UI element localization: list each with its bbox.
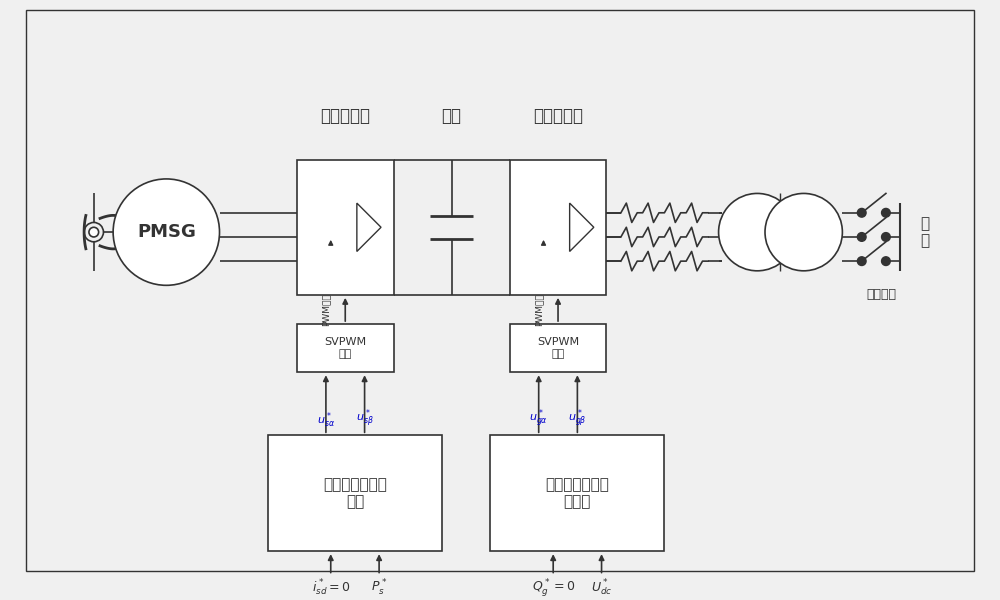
Text: 电容: 电容 <box>442 107 462 125</box>
Circle shape <box>857 233 866 241</box>
Bar <box>297 160 394 295</box>
Bar <box>510 160 606 295</box>
Circle shape <box>882 257 890 265</box>
Bar <box>297 324 394 373</box>
Text: $u^*_{s\beta}$: $u^*_{s\beta}$ <box>356 408 373 430</box>
Text: PWM信号: PWM信号 <box>534 293 543 326</box>
Text: SVPWM
调制: SVPWM 调制 <box>324 337 366 359</box>
Circle shape <box>882 233 890 241</box>
Circle shape <box>113 179 220 286</box>
Circle shape <box>882 208 890 217</box>
Bar <box>510 324 606 373</box>
Text: $U^*_{dc}$: $U^*_{dc}$ <box>591 577 612 598</box>
Text: PWM信号: PWM信号 <box>321 293 330 326</box>
Text: 机侧变流器: 机侧变流器 <box>320 107 370 125</box>
Circle shape <box>765 193 842 271</box>
Circle shape <box>857 208 866 217</box>
Circle shape <box>719 193 796 271</box>
Text: $u^*_{g\alpha}$: $u^*_{g\alpha}$ <box>529 408 548 430</box>
Text: 并网开关: 并网开关 <box>866 289 896 301</box>
Text: $u^*_{g\beta}$: $u^*_{g\beta}$ <box>568 408 587 430</box>
Text: $i^*_{sd}=0$: $i^*_{sd}=0$ <box>312 577 350 598</box>
Text: 电网侧变流器控
制模块: 电网侧变流器控 制模块 <box>545 477 609 509</box>
Circle shape <box>857 257 866 265</box>
Text: 机侧变流器控制
模块: 机侧变流器控制 模块 <box>323 477 387 509</box>
Circle shape <box>84 223 103 242</box>
Text: $Q^*_g=0$: $Q^*_g=0$ <box>532 577 575 599</box>
Circle shape <box>89 227 99 237</box>
Text: $P^*_s$: $P^*_s$ <box>371 577 387 598</box>
Text: 电
网: 电 网 <box>920 216 929 248</box>
Text: $u^*_{s\alpha}$: $u^*_{s\alpha}$ <box>317 411 335 430</box>
Bar <box>490 435 664 551</box>
Bar <box>268 435 442 551</box>
Text: PMSG: PMSG <box>137 223 196 241</box>
Text: 网侧变流器: 网侧变流器 <box>533 107 583 125</box>
Text: SVPWM
调制: SVPWM 调制 <box>537 337 579 359</box>
